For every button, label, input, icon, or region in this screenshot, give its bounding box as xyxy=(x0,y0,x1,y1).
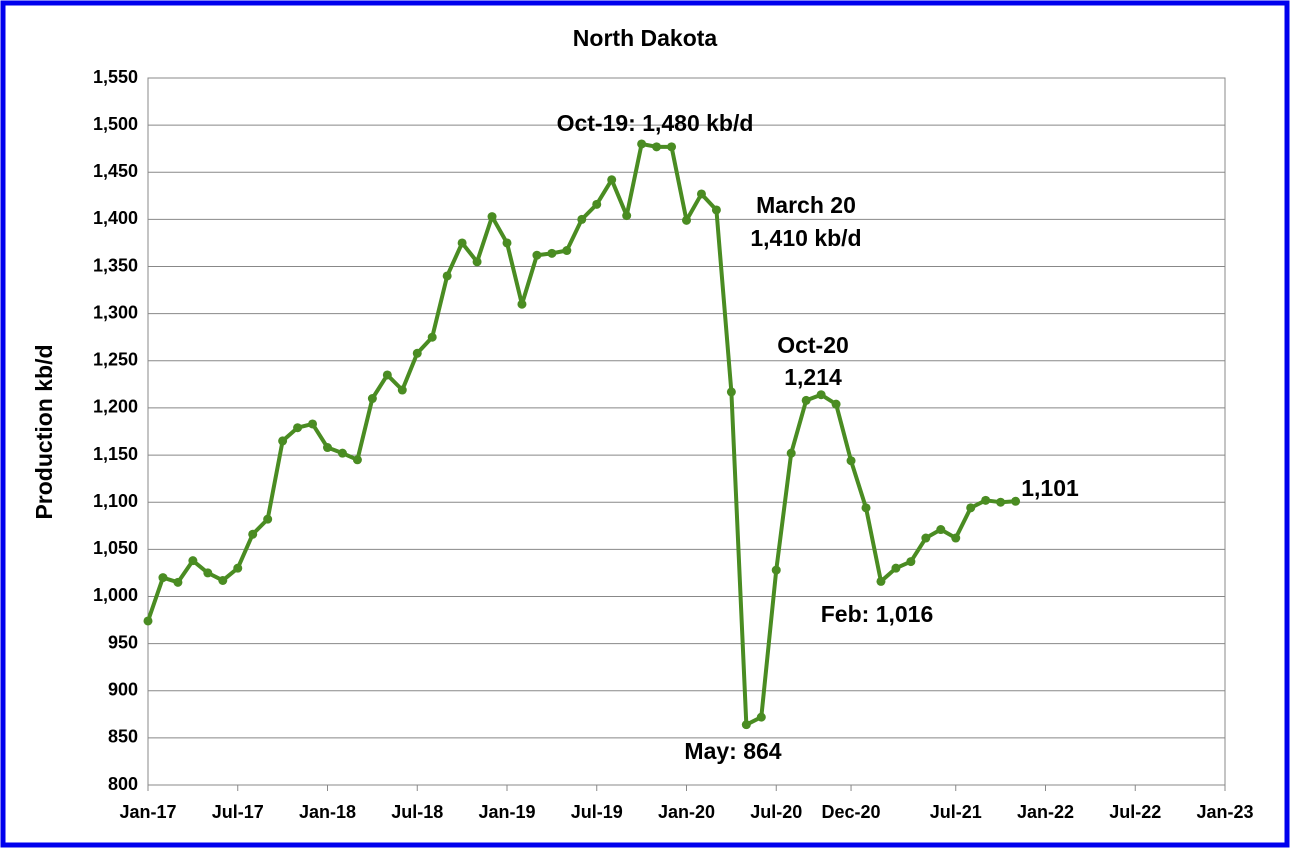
data-point xyxy=(367,394,377,404)
y-tick-label: 850 xyxy=(108,727,138,747)
y-tick-label: 1,150 xyxy=(93,444,138,464)
y-tick-label: 1,350 xyxy=(93,255,138,275)
data-point xyxy=(682,215,691,225)
data-point xyxy=(457,238,467,248)
x-tick-label: Jul-19 xyxy=(571,802,623,822)
data-point xyxy=(577,214,587,224)
data-point xyxy=(741,720,751,730)
data-point xyxy=(921,533,931,543)
data-point xyxy=(771,565,781,575)
data-point xyxy=(143,616,153,626)
data-point xyxy=(906,557,916,567)
x-tick-label: Jul-20 xyxy=(750,802,802,822)
annotation: May: 864 xyxy=(684,738,781,764)
data-point xyxy=(547,248,557,258)
y-tick-label: 900 xyxy=(108,679,138,699)
data-point xyxy=(846,456,856,466)
data-point xyxy=(936,525,946,535)
data-point xyxy=(352,455,362,465)
x-tick-label: Jul-22 xyxy=(1109,802,1161,822)
data-point xyxy=(382,370,392,380)
data-point xyxy=(637,139,647,149)
y-tick-label: 1,400 xyxy=(93,208,138,228)
data-point xyxy=(652,142,662,152)
data-point xyxy=(786,448,796,458)
annotation: Oct-19: 1,480 kb/d xyxy=(557,110,754,136)
data-point xyxy=(726,387,736,397)
data-point xyxy=(532,250,542,260)
data-point xyxy=(323,443,332,453)
data-point xyxy=(562,246,572,256)
y-axis-label: Production kb/d xyxy=(31,344,57,519)
x-tick-label: Jul-21 xyxy=(930,802,982,822)
y-tick-label: 1,300 xyxy=(93,302,138,322)
y-tick-label: 1,500 xyxy=(93,114,138,134)
data-point xyxy=(472,257,482,267)
data-point xyxy=(951,533,961,543)
data-point xyxy=(891,563,901,573)
data-point xyxy=(622,211,632,221)
data-point xyxy=(831,399,841,409)
x-tick-label: Jan-23 xyxy=(1196,802,1253,822)
data-point xyxy=(502,238,512,248)
data-point xyxy=(173,577,183,587)
data-point xyxy=(981,495,991,505)
data-point xyxy=(592,199,602,209)
y-tick-label: 1,050 xyxy=(93,538,138,558)
data-point xyxy=(756,712,766,722)
data-point xyxy=(293,423,303,433)
y-tick-label: 1,250 xyxy=(93,350,138,370)
data-point xyxy=(801,395,811,405)
annotation: 1,214 xyxy=(784,364,842,390)
data-point xyxy=(188,556,198,566)
data-point xyxy=(442,271,452,281)
x-tick-label: Dec-20 xyxy=(822,802,881,822)
y-tick-label: 1,100 xyxy=(93,491,138,511)
data-point xyxy=(412,348,422,358)
x-tick-label: Jan-18 xyxy=(299,802,356,822)
x-tick-label: Jan-17 xyxy=(119,802,176,822)
data-point xyxy=(308,419,318,429)
y-tick-label: 1,450 xyxy=(93,161,138,181)
data-point xyxy=(248,529,258,539)
data-point xyxy=(816,390,826,400)
data-point xyxy=(966,503,976,513)
data-point xyxy=(711,205,721,215)
data-point xyxy=(996,497,1006,507)
data-point xyxy=(203,568,213,578)
data-point xyxy=(487,212,497,222)
y-tick-label: 800 xyxy=(108,774,138,794)
data-point xyxy=(397,385,407,395)
data-point xyxy=(876,576,886,586)
annotation: 1,101 xyxy=(1021,475,1079,501)
data-point xyxy=(218,575,228,585)
data-point xyxy=(263,514,273,524)
x-tick-label: Jan-19 xyxy=(478,802,535,822)
y-tick-label: 1,000 xyxy=(93,585,138,605)
x-tick-label: Jul-18 xyxy=(391,802,443,822)
data-point xyxy=(607,175,617,185)
data-point xyxy=(1011,496,1021,506)
x-tick-label: Jan-22 xyxy=(1017,802,1074,822)
data-point xyxy=(278,436,288,446)
data-point xyxy=(861,503,871,513)
y-tick-label: 1,550 xyxy=(93,67,138,87)
data-point xyxy=(667,142,677,152)
y-tick-label: 1,200 xyxy=(93,397,138,417)
annotation: 1,410 kb/d xyxy=(750,225,861,251)
data-point xyxy=(696,189,706,199)
annotation: Feb: 1,016 xyxy=(821,601,934,627)
data-point xyxy=(233,563,243,573)
data-point xyxy=(427,332,437,342)
x-tick-label: Jan-20 xyxy=(658,802,715,822)
data-point xyxy=(337,448,347,458)
annotation: March 20 xyxy=(756,192,856,218)
annotation: Oct-20 xyxy=(777,332,849,358)
x-tick-label: Jul-17 xyxy=(212,802,264,822)
chart-title: North Dakota xyxy=(573,25,718,51)
y-tick-label: 950 xyxy=(108,632,138,652)
data-point xyxy=(158,573,168,583)
data-point xyxy=(517,299,527,309)
